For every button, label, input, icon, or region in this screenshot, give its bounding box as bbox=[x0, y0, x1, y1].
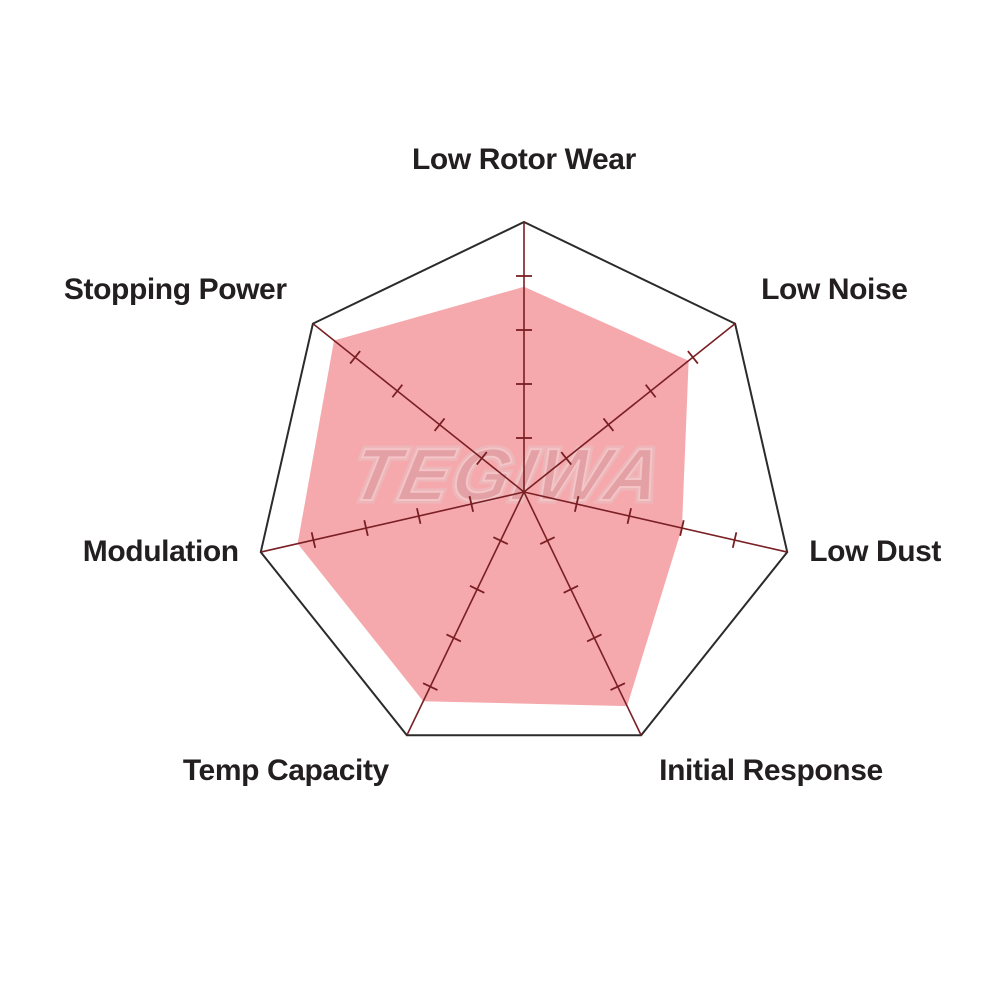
axis-tick bbox=[468, 496, 475, 513]
axis-tick bbox=[446, 633, 462, 643]
axis-tick bbox=[363, 520, 369, 537]
axis-tick bbox=[416, 508, 422, 525]
axis-tick bbox=[560, 451, 572, 466]
axis-label-temp-capacity: Temp Capacity bbox=[182, 754, 389, 788]
axis-label-low-rotor-wear: Low Rotor Wear bbox=[412, 143, 636, 176]
axis-spokes bbox=[260, 222, 788, 736]
axis-tick bbox=[469, 585, 485, 594]
axis-label-stopping-power: Stopping Power bbox=[63, 272, 287, 306]
axis-label-low-dust: Low Dust bbox=[809, 535, 942, 569]
axis-spoke bbox=[406, 491, 525, 736]
axis-label-low-noise: Low Noise bbox=[761, 272, 908, 306]
axis-tick bbox=[476, 451, 488, 466]
axis-label-modulation: Modulation bbox=[82, 535, 239, 569]
watermark-text: TEGIWA bbox=[344, 433, 672, 516]
axis-spoke bbox=[523, 323, 736, 493]
axis-tick-marks bbox=[310, 275, 738, 691]
axis-tick bbox=[731, 532, 738, 549]
axis-spoke bbox=[260, 491, 525, 553]
axis-tick bbox=[563, 585, 579, 594]
axis-tick bbox=[687, 350, 699, 365]
axis-tick bbox=[610, 682, 626, 691]
axis-tick bbox=[573, 496, 580, 513]
axis-tick bbox=[602, 417, 615, 432]
axis-label-initial-response: Initial Response bbox=[659, 754, 883, 788]
watermark-text: TEGIWA bbox=[344, 433, 672, 516]
axis-tick bbox=[679, 520, 685, 537]
axis-tick bbox=[310, 532, 317, 549]
watermark-text: TEGIWA bbox=[344, 433, 672, 516]
axis-tick bbox=[539, 536, 556, 545]
axis-tick bbox=[391, 384, 404, 398]
data-series-polygon bbox=[297, 286, 689, 707]
axis-tick bbox=[433, 417, 446, 432]
axis-tick bbox=[586, 633, 602, 643]
axis-tick bbox=[644, 384, 657, 398]
axis-spoke bbox=[523, 491, 788, 553]
axis-spoke bbox=[523, 491, 642, 736]
axis-tick bbox=[626, 508, 632, 525]
axis-tick bbox=[492, 536, 509, 545]
axis-spoke bbox=[312, 323, 525, 493]
outer-ring-polygon bbox=[259, 220, 789, 737]
axis-tick bbox=[349, 350, 361, 365]
axis-tick bbox=[422, 682, 438, 691]
